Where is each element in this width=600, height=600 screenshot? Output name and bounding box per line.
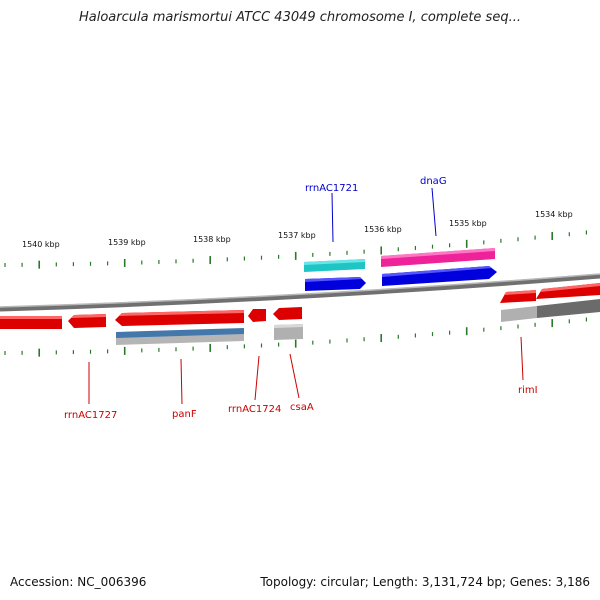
gene-dnaG-rna[interactable] (381, 248, 495, 267)
gene-label-dnaG: dnaG (420, 176, 447, 187)
scale-label: 1538 kbp (193, 235, 231, 244)
scale-label: 1537 kbp (278, 231, 316, 240)
gene-labels: rrnAC1721 dnaG rrnAC1727 panF rrnAC1724 … (64, 176, 538, 421)
gene-right-upper[interactable] (536, 283, 600, 299)
gene-rrnAC1721[interactable] (304, 259, 365, 272)
genome-backbone (0, 273, 600, 312)
gene-panF[interactable] (115, 310, 244, 326)
map-title: Haloarcula marismortui ATCC 43049 chromo… (79, 10, 521, 25)
gene-dnaG[interactable] (382, 266, 497, 286)
accession-text: Accession: NC_006396 (10, 575, 147, 589)
gene-rimI-upper[interactable] (500, 290, 536, 303)
scale-label: 1536 kbp (364, 225, 402, 234)
scale-label: 1540 kbp (22, 240, 60, 249)
scale-label: 1539 kbp (108, 238, 146, 247)
reverse-strand-features (0, 299, 600, 345)
topology-text: Topology: circular; Length: 3,131,724 bp… (260, 575, 590, 589)
gene-rrnAC1727[interactable] (0, 316, 62, 329)
gene-label-rrnAC1721: rrnAC1721 (305, 183, 358, 194)
gene-label-rrnAC1724: rrnAC1724 (228, 404, 281, 415)
gene-label-rimI: rimI (518, 385, 538, 396)
gene-rrnAC1724[interactable] (248, 309, 266, 322)
scale-labels: 1540 kbp 1539 kbp 1538 kbp 1537 kbp 1536… (22, 210, 573, 249)
gene-panF-strip[interactable] (116, 328, 244, 345)
gene-rimI[interactable] (501, 299, 600, 322)
gene-label-rrnAC1727: rrnAC1727 (64, 410, 117, 421)
gene-rrnAC1721-cds[interactable] (305, 277, 366, 291)
label-leaders (88, 187, 524, 405)
gene-rrnAC1727-b[interactable] (68, 314, 106, 328)
gene-label-panF: panF (172, 409, 197, 420)
scale-ticks-bottom (4, 317, 588, 357)
forward-strand-features (304, 248, 600, 303)
scale-label: 1534 kbp (535, 210, 573, 219)
scale-label: 1535 kbp (449, 219, 487, 228)
gene-csaA[interactable] (273, 307, 303, 340)
gene-label-csaA: csaA (290, 402, 314, 413)
scale-ticks-top (4, 230, 588, 269)
